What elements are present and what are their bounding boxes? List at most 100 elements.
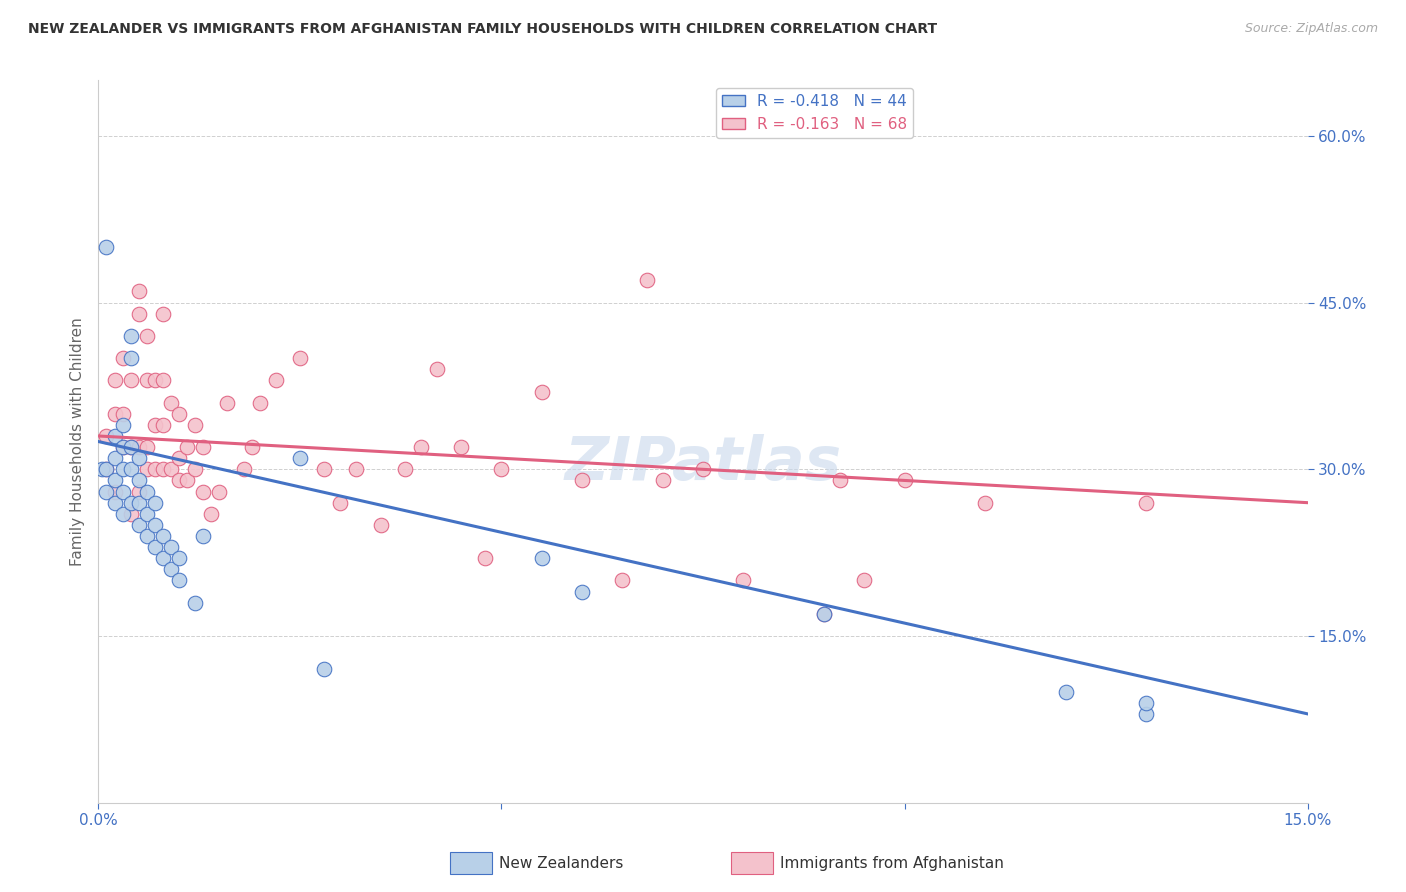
Point [143, 496, 166, 510]
Point [184, 596, 207, 610]
Point [111, 407, 134, 421]
Point [111, 440, 134, 454]
Point [1135, 496, 1157, 510]
Point [96, 462, 118, 476]
Point [193, 484, 215, 499]
Point [152, 462, 174, 476]
Point [491, 462, 513, 476]
Point [167, 451, 190, 466]
Text: Source: ZipAtlas.com: Source: ZipAtlas.com [1244, 22, 1378, 36]
Point [135, 507, 157, 521]
Point [1135, 696, 1157, 710]
Point [103, 484, 125, 499]
Point [240, 440, 263, 454]
Point [103, 496, 125, 510]
Point [135, 373, 157, 387]
Point [128, 496, 150, 510]
Point [893, 474, 915, 488]
Point [160, 395, 183, 409]
Point [120, 440, 142, 454]
Point [120, 507, 142, 521]
Point [111, 351, 134, 366]
Point [329, 496, 352, 510]
Point [450, 440, 472, 454]
Point [96, 240, 118, 254]
Text: Immigrants from Afghanistan: Immigrants from Afghanistan [780, 856, 1004, 871]
Point [91, 462, 114, 476]
Point [167, 574, 190, 588]
Point [111, 462, 134, 476]
Point [96, 484, 118, 499]
Point [651, 474, 673, 488]
Point [692, 462, 714, 476]
Point [974, 496, 997, 510]
Point [152, 373, 174, 387]
Point [217, 395, 239, 409]
Point [143, 417, 166, 432]
Point [184, 417, 207, 432]
Point [612, 574, 634, 588]
Point [111, 440, 134, 454]
Point [143, 462, 166, 476]
Text: NEW ZEALANDER VS IMMIGRANTS FROM AFGHANISTAN FAMILY HOUSEHOLDS WITH CHILDREN COR: NEW ZEALANDER VS IMMIGRANTS FROM AFGHANI… [28, 22, 938, 37]
Point [120, 329, 142, 343]
Point [103, 429, 125, 443]
Point [128, 285, 150, 299]
Point [128, 440, 150, 454]
Point [111, 484, 134, 499]
Point [135, 529, 157, 543]
Point [193, 529, 215, 543]
Point [120, 496, 142, 510]
Point [152, 417, 174, 432]
Point [370, 517, 392, 532]
Point [160, 462, 183, 476]
Point [160, 562, 183, 576]
Point [813, 607, 835, 621]
Point [530, 551, 553, 566]
Point [208, 484, 231, 499]
Point [135, 440, 157, 454]
Point [344, 462, 367, 476]
Point [128, 474, 150, 488]
Point [200, 507, 222, 521]
Point [813, 607, 835, 621]
Point [128, 517, 150, 532]
Point [167, 551, 190, 566]
Point [176, 474, 198, 488]
Point [288, 351, 311, 366]
Point [571, 474, 593, 488]
Point [128, 307, 150, 321]
Point [193, 440, 215, 454]
Point [426, 362, 449, 376]
Point [120, 462, 142, 476]
Point [184, 462, 207, 476]
Point [232, 462, 254, 476]
Point [111, 507, 134, 521]
Point [853, 574, 876, 588]
Point [176, 440, 198, 454]
Point [1054, 684, 1077, 698]
Point [249, 395, 271, 409]
Point [128, 451, 150, 466]
Point [160, 540, 183, 554]
Y-axis label: Family Households with Children: Family Households with Children [69, 318, 84, 566]
Point [733, 574, 755, 588]
Point [264, 373, 287, 387]
Text: New Zealanders: New Zealanders [499, 856, 623, 871]
Point [135, 329, 157, 343]
Point [103, 407, 125, 421]
Point [135, 484, 157, 499]
Point [96, 462, 118, 476]
Point [474, 551, 496, 566]
Point [120, 351, 142, 366]
Point [103, 451, 125, 466]
Point [152, 551, 174, 566]
Point [103, 373, 125, 387]
Point [120, 440, 142, 454]
Point [128, 484, 150, 499]
Point [167, 474, 190, 488]
Point [111, 417, 134, 432]
Point [103, 474, 125, 488]
Point [143, 517, 166, 532]
Point [135, 462, 157, 476]
